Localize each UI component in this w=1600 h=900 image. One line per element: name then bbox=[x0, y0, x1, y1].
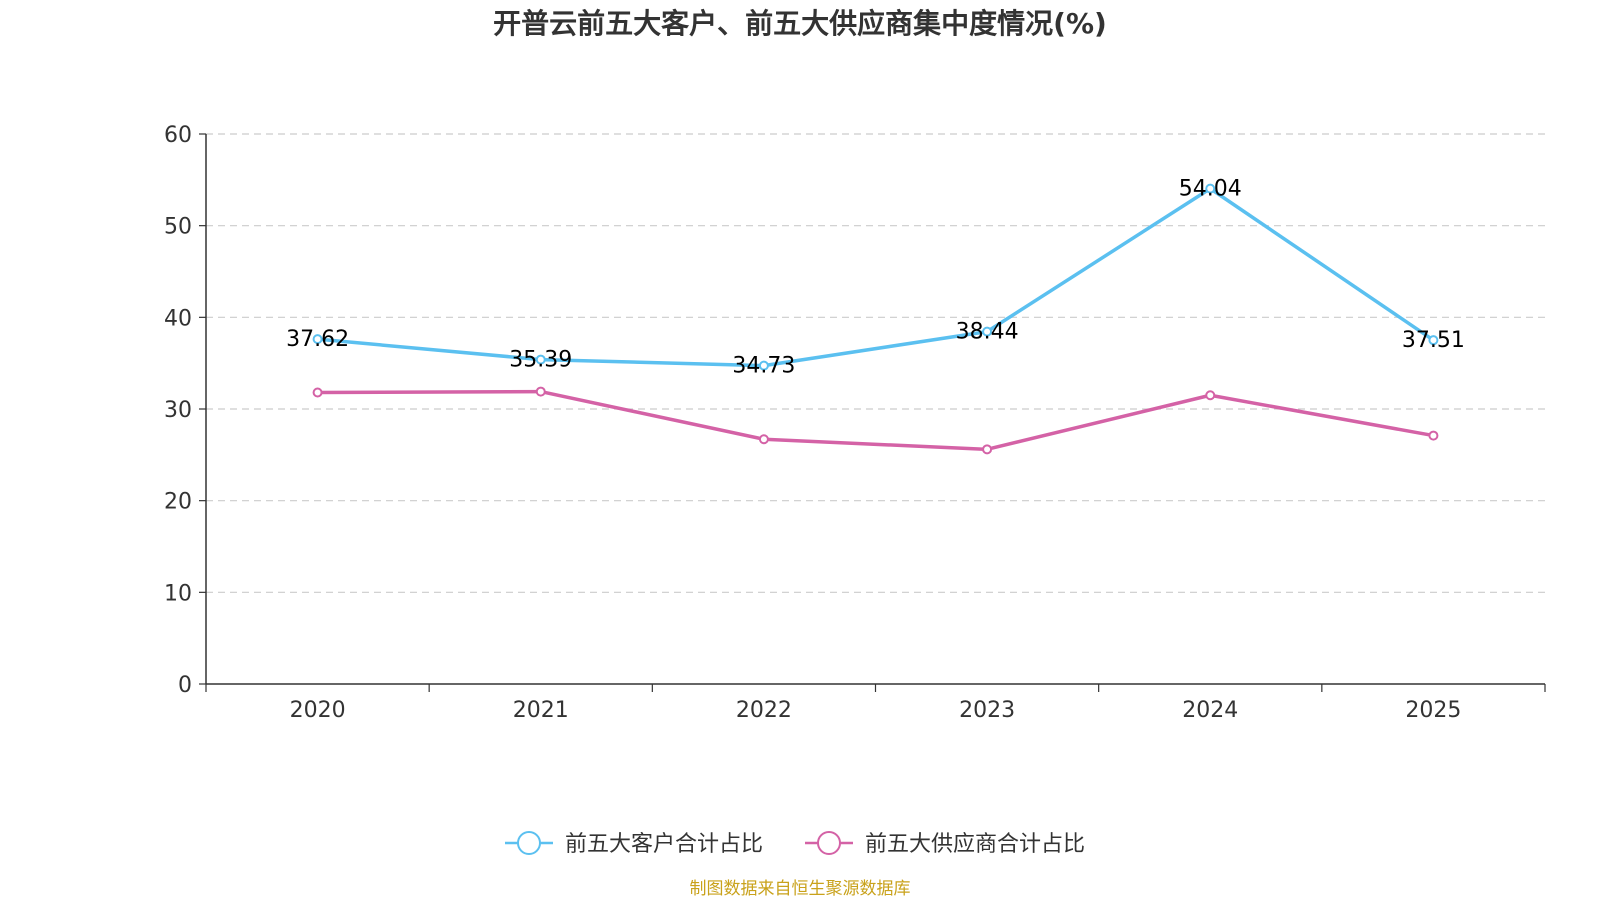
x-tick-label-2023: 2023 bbox=[959, 698, 1015, 723]
series-2-point-2022 bbox=[758, 434, 769, 445]
data-label-2023: 38.44 bbox=[956, 320, 1019, 345]
x-tick-label-2024: 2024 bbox=[1182, 698, 1238, 723]
x-tick-label-2020: 2020 bbox=[290, 698, 346, 723]
series-1-point-2023 bbox=[982, 326, 993, 337]
y-tick-label-0: 0 bbox=[178, 673, 192, 698]
legend[interactable]: 前五大客户合计占比 前五大供应商合计占比 bbox=[505, 831, 1085, 857]
legend-item-2[interactable]: 前五大供应商合计占比 bbox=[805, 831, 1085, 857]
data-label-2025: 37.51 bbox=[1402, 328, 1465, 353]
y-tick-label-50: 50 bbox=[164, 215, 192, 240]
series-1-point-2020 bbox=[312, 334, 323, 345]
y-tick-label-20: 20 bbox=[164, 490, 192, 515]
legend-label-2: 前五大供应商合计占比 bbox=[865, 832, 1085, 857]
legend-label-1: 前五大客户合计占比 bbox=[565, 832, 763, 857]
x-tick-label-2025: 2025 bbox=[1405, 698, 1461, 723]
series-1-point-2025 bbox=[1428, 335, 1439, 346]
series-layer: 37.62 35.39 34.73 38.44 54.04 37.51 bbox=[286, 177, 1465, 455]
legend-item-1[interactable]: 前五大客户合计占比 bbox=[505, 831, 763, 857]
series-1-point-2024 bbox=[1205, 183, 1216, 194]
y-tick-label-10: 10 bbox=[164, 581, 192, 606]
chart-title: 开普云前五大客户、前五大供应商集中度情况(%) bbox=[493, 7, 1107, 40]
data-label-2021: 35.39 bbox=[509, 348, 572, 373]
data-label-2024: 54.04 bbox=[1179, 177, 1242, 202]
y-tick-label-40: 40 bbox=[164, 306, 192, 331]
series-2-point-2024 bbox=[1205, 390, 1216, 401]
series-2-point-2025 bbox=[1428, 430, 1439, 441]
x-tick-label-2021: 2021 bbox=[513, 698, 569, 723]
grid-lines bbox=[206, 133, 1545, 593]
data-label-2020: 37.62 bbox=[286, 327, 349, 352]
series-2-point-2020 bbox=[312, 387, 323, 398]
series-2-point-2021 bbox=[535, 386, 546, 397]
data-label-2022: 34.73 bbox=[732, 354, 795, 379]
series-2-point-2023 bbox=[982, 444, 993, 455]
source-note: 制图数据来自恒生聚源数据库 bbox=[690, 879, 911, 899]
x-tick-label-2022: 2022 bbox=[736, 698, 792, 723]
y-tick-label-30: 30 bbox=[164, 398, 192, 423]
y-tick-label-60: 60 bbox=[164, 123, 192, 148]
series-line-2 bbox=[317, 389, 1434, 452]
series-1-point-2022 bbox=[758, 360, 769, 371]
axes: 0 10 20 30 40 50 60 2020 2021 2022 2023 2024 2025 bbox=[164, 123, 1546, 723]
legend-marker-2 bbox=[817, 831, 841, 855]
legend-marker-1 bbox=[517, 831, 541, 855]
series-line-1 bbox=[317, 186, 1435, 368]
series-1-point-2021 bbox=[535, 354, 546, 365]
